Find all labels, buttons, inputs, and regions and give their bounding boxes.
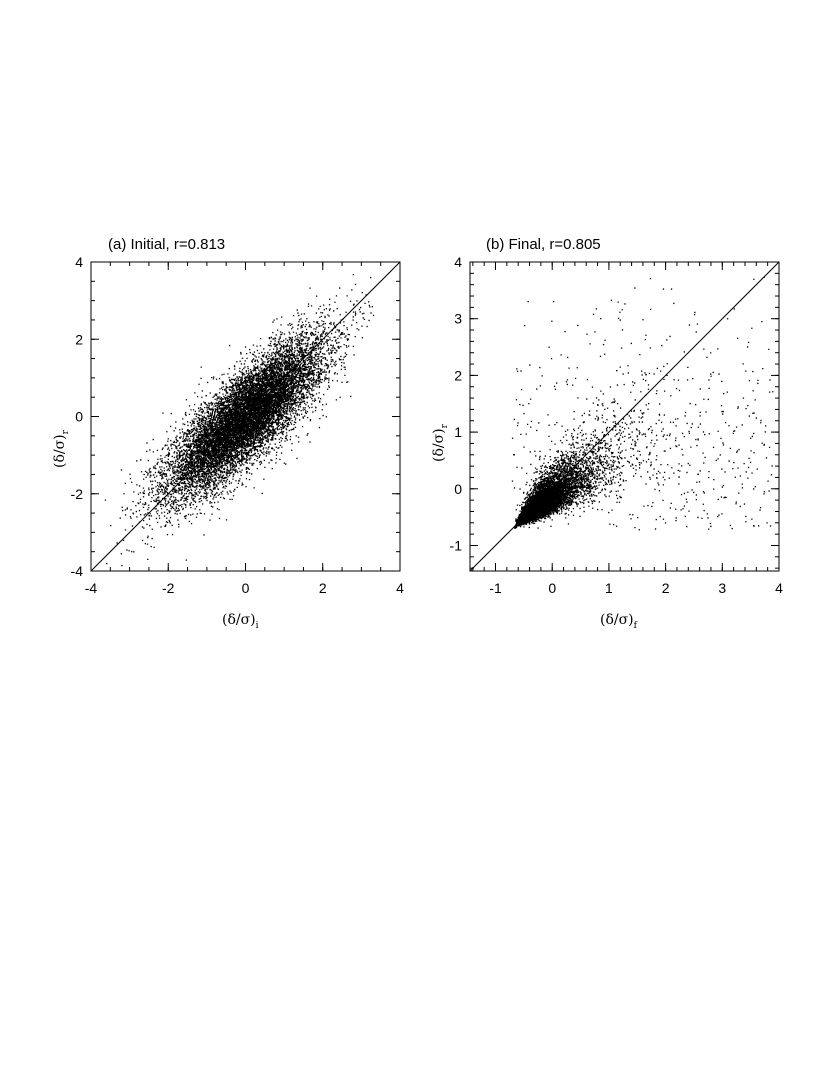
y-tick-label: 2 <box>75 331 83 347</box>
x-tick-label: 0 <box>548 580 556 596</box>
x-tick-label: -2 <box>162 580 175 596</box>
y-tick-label: 0 <box>454 481 462 497</box>
y-tick-label: -2 <box>71 486 84 502</box>
panel-b-reference-line <box>469 261 780 572</box>
x-tick-label: 3 <box>718 580 726 596</box>
scatter-points <box>511 276 774 531</box>
panel-b-ylabel: (δ/σ)r <box>431 423 450 462</box>
panel-a-xlabel: (δ/σ)i <box>222 612 259 631</box>
y-tick-label: -4 <box>71 563 84 579</box>
y-tick-label: 3 <box>454 311 462 327</box>
panel-a-points <box>104 274 375 567</box>
panel-b-ticks: -1 0 1 2 3 4 -1 0 1 2 3 4 <box>450 254 784 596</box>
panel-a-title: (a) Initial, r=0.813 <box>108 236 225 253</box>
x-tick-label: 2 <box>662 580 670 596</box>
x-tick-label: -1 <box>489 580 502 596</box>
panel-b-xlabel: (δ/σ)f <box>600 612 638 631</box>
panel-b-frame <box>469 261 780 572</box>
y-tick-label: 4 <box>454 254 462 270</box>
x-tick-label: 4 <box>775 580 783 596</box>
y-tick-label: 1 <box>454 424 462 440</box>
panel-a-reference-line <box>90 261 401 572</box>
panel-a-ticks: -4 -2 0 2 4 -4 -2 0 2 4 <box>71 254 405 596</box>
x-tick-label: 1 <box>605 580 613 596</box>
x-tick-label: 0 <box>242 580 250 596</box>
y-tick-label: -1 <box>450 537 463 553</box>
panel-a-ylabel: (δ/σ)r <box>52 429 71 468</box>
panel-a-initial: (a) Initial, r=0.813 -4 -2 0 2 4 -4 -2 0 2 4 (δ/σ… <box>52 236 404 631</box>
x-tick-label: -4 <box>85 580 98 596</box>
x-tick-label: 2 <box>319 580 327 596</box>
scatter-points <box>104 274 375 567</box>
panel-b-points <box>511 276 774 531</box>
x-tick-label: 4 <box>396 580 404 596</box>
y-tick-label: 0 <box>75 409 83 425</box>
y-tick-label: 4 <box>75 254 83 270</box>
y-tick-label: 2 <box>454 367 462 383</box>
panel-b-final: (b) Final, r=0.805 -1 0 1 2 3 4 -1 0 1 2 3 4 (δ/σ)f… <box>431 236 783 631</box>
panel-b-title: (b) Final, r=0.805 <box>486 236 601 253</box>
